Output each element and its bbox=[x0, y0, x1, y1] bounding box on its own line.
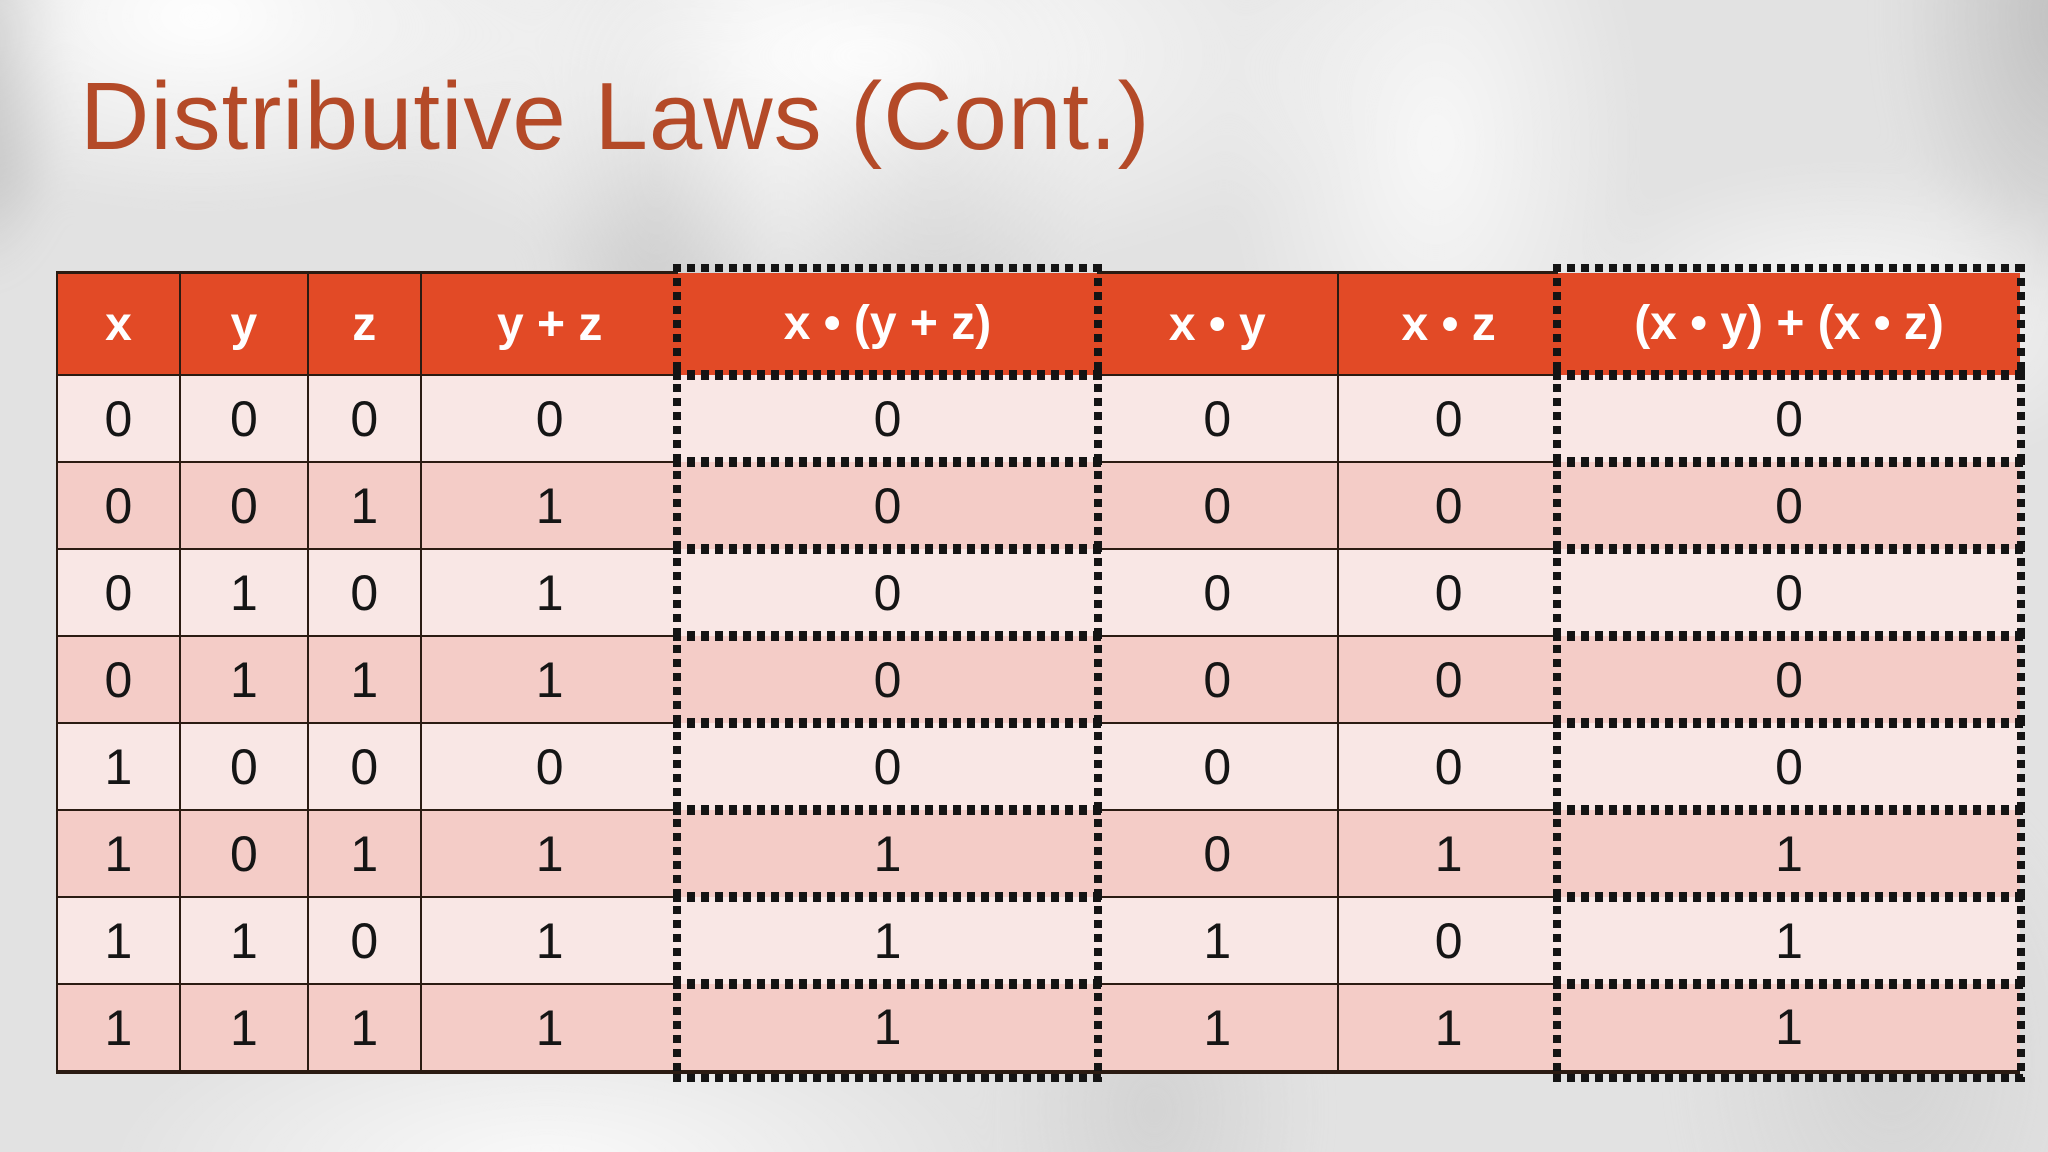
table-cell: 1 bbox=[1553, 892, 2025, 989]
table-cell: 0 bbox=[1553, 370, 2025, 467]
table-cell: 0 bbox=[1337, 635, 1560, 724]
table-cell: 0 bbox=[178, 722, 309, 811]
column-header: x • (y + z) bbox=[672, 263, 1103, 380]
table-cell: 1 bbox=[1096, 983, 1340, 1074]
table-cell: 1 bbox=[1096, 896, 1340, 985]
table-cell: 1 bbox=[1337, 809, 1560, 898]
table-cell: 1 bbox=[56, 809, 181, 898]
table-cell: 1 bbox=[306, 461, 422, 550]
table-cell: 0 bbox=[1337, 374, 1560, 463]
table-cell: 0 bbox=[56, 635, 181, 724]
table-cell: 0 bbox=[306, 548, 422, 637]
column-header: x • z bbox=[1337, 271, 1560, 376]
table-cell: 0 bbox=[56, 461, 181, 550]
table-cell: 1 bbox=[178, 548, 309, 637]
table-cell: 1 bbox=[178, 983, 309, 1074]
table-cell: 0 bbox=[1553, 457, 2025, 554]
table-cell: 0 bbox=[1096, 722, 1340, 811]
table-cell: 1 bbox=[306, 635, 422, 724]
table-cell: 0 bbox=[178, 374, 309, 463]
table-cell: 1 bbox=[419, 461, 679, 550]
table-cell: 1 bbox=[306, 809, 422, 898]
table-cell: 0 bbox=[306, 374, 422, 463]
table-cell: 0 bbox=[1096, 809, 1340, 898]
table-cell: 0 bbox=[1096, 374, 1340, 463]
table-cell: 0 bbox=[178, 809, 309, 898]
table-cell: 1 bbox=[178, 896, 309, 985]
table-cell: 0 bbox=[56, 374, 181, 463]
column-header: y + z bbox=[419, 271, 679, 376]
table-cell: 1 bbox=[419, 548, 679, 637]
table-cell: 1 bbox=[419, 635, 679, 724]
table-cell: 1 bbox=[56, 896, 181, 985]
table-cell: 0 bbox=[419, 374, 679, 463]
table-cell: 0 bbox=[1337, 722, 1560, 811]
column-header: y bbox=[178, 271, 309, 376]
table-cell: 0 bbox=[419, 722, 679, 811]
table-cell: 1 bbox=[1553, 805, 2025, 902]
table-cell: 1 bbox=[1337, 983, 1560, 1074]
table-cell: 0 bbox=[1337, 896, 1560, 985]
table-cell: 0 bbox=[672, 718, 1103, 815]
table-cell: 1 bbox=[1553, 979, 2025, 1082]
table-cell: 0 bbox=[1337, 461, 1560, 550]
slide-title: Distributive Laws (Cont.) bbox=[80, 63, 1151, 170]
table-cell: 1 bbox=[306, 983, 422, 1074]
table-cell: 0 bbox=[672, 631, 1103, 728]
table-cell: 0 bbox=[1096, 461, 1340, 550]
table-cell: 0 bbox=[306, 896, 422, 985]
table-cell: 0 bbox=[672, 457, 1103, 554]
table-cell: 1 bbox=[178, 635, 309, 724]
table-cell: 1 bbox=[419, 983, 679, 1074]
table-cell: 1 bbox=[672, 979, 1103, 1082]
column-header: x • y bbox=[1096, 271, 1340, 376]
table-cell: 1 bbox=[672, 892, 1103, 989]
table-cell: 0 bbox=[1337, 548, 1560, 637]
table-cell: 0 bbox=[672, 544, 1103, 641]
table-cell: 0 bbox=[1553, 718, 2025, 815]
table-cell: 0 bbox=[306, 722, 422, 811]
table-cell: 1 bbox=[56, 983, 181, 1074]
column-header: (x • y) + (x • z) bbox=[1553, 263, 2025, 380]
table-cell: 1 bbox=[419, 809, 679, 898]
table-cell: 0 bbox=[1096, 548, 1340, 637]
table-cell: 1 bbox=[419, 896, 679, 985]
table-cell: 0 bbox=[178, 461, 309, 550]
table-cell: 0 bbox=[56, 548, 181, 637]
table-cell: 0 bbox=[672, 370, 1103, 467]
column-header: z bbox=[306, 271, 422, 376]
table-cell: 1 bbox=[56, 722, 181, 811]
table-cell: 0 bbox=[1096, 635, 1340, 724]
table-cell: 0 bbox=[1553, 544, 2025, 641]
table-cell: 1 bbox=[672, 805, 1103, 902]
table-cell: 0 bbox=[1553, 631, 2025, 728]
column-header: x bbox=[56, 271, 181, 376]
